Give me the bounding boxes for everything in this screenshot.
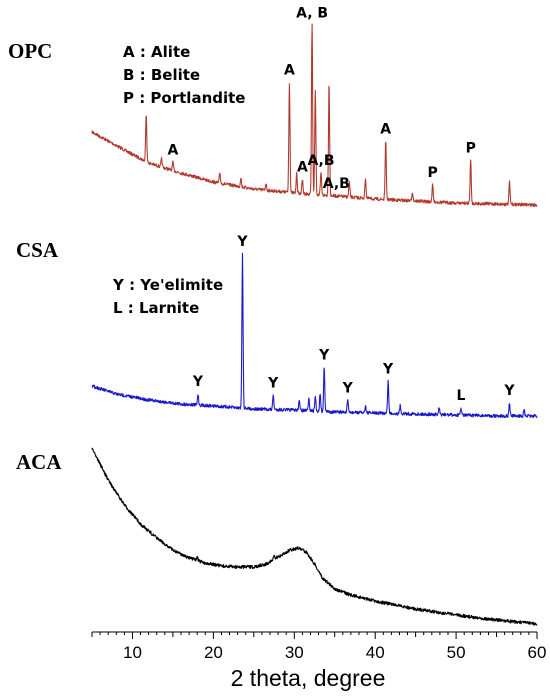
x-tick-label-50: 50: [447, 643, 466, 662]
legend-csa-larnite: L : Larnite: [113, 299, 199, 317]
x-tick-label-60: 60: [528, 643, 547, 662]
series-name-opc: OPC: [8, 39, 52, 63]
series-name-aca: ACA: [16, 450, 62, 474]
peak-label-opc-4: A,B: [307, 153, 334, 169]
x-axis-ticks: 10 20 30 40 50 60: [91, 632, 547, 662]
x-tick-label-40: 40: [366, 643, 385, 662]
peak-label-csa-3: Y: [318, 348, 330, 364]
peak-label-opc-7: P: [427, 165, 437, 181]
peak-label-csa-0: Y: [192, 374, 204, 390]
legend-opc-portlandite: P : Portlandite: [123, 89, 245, 107]
legend-csa-yeelimite: Y : Ye'elimite: [112, 276, 223, 294]
peak-label-csa-6: L: [456, 388, 465, 404]
series-name-csa: CSA: [16, 238, 59, 262]
peak-label-csa-1: Y: [236, 234, 248, 250]
series-line-opc: [91, 23, 538, 207]
x-tick-label-20: 20: [204, 643, 223, 662]
peak-label-opc-1: A: [284, 63, 295, 79]
peak-label-csa-5: Y: [382, 361, 394, 377]
peak-label-opc-5: A,B: [323, 176, 350, 192]
xrd-curves: [91, 23, 538, 626]
peak-label-opc-3: A, B: [296, 5, 328, 21]
peak-label-csa-7: Y: [503, 383, 515, 399]
x-axis-title: 2 theta, degree: [231, 665, 386, 691]
peak-label-opc-8: P: [466, 140, 476, 156]
x-tick-label-30: 30: [285, 643, 304, 662]
x-tick-label-10: 10: [123, 643, 142, 662]
series-line-csa: [91, 252, 538, 419]
peak-label-opc-0: A: [167, 143, 178, 159]
peak-label-opc-2: A: [297, 160, 308, 176]
peak-label-csa-2: Y: [267, 376, 279, 392]
legend-opc-alite: A : Alite: [123, 43, 190, 61]
series-line-aca: [91, 447, 538, 626]
peak-label-csa-4: Y: [342, 380, 354, 396]
peak-label-opc-6: A: [380, 122, 391, 138]
legend-opc-belite: B : Belite: [123, 66, 200, 84]
